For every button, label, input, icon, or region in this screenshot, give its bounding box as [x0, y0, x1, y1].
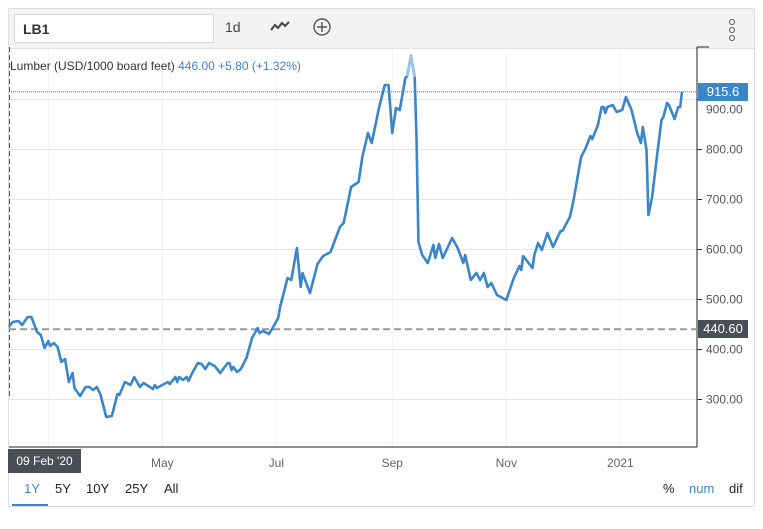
legend-change: +5.80 [218, 59, 249, 73]
mode-percent[interactable]: % [663, 481, 675, 496]
mode-dif[interactable]: dif [729, 481, 743, 496]
x-tick-label: Sep [382, 456, 404, 470]
legend-name: Lumber (USD/1000 board feet) [10, 59, 175, 73]
chart-legend: Lumber (USD/1000 board feet) 446.00 +5.8… [10, 59, 301, 73]
mode-num[interactable]: num [689, 481, 715, 496]
y-tick-label: 700.00 [706, 193, 743, 207]
range-all[interactable]: All [164, 481, 179, 496]
legend-price: 446.00 [178, 59, 215, 73]
chart-widget [8, 8, 755, 507]
range-10y[interactable]: 10Y [86, 481, 110, 496]
y-tick-label: 500.00 [706, 293, 743, 307]
vertical-dots-icon[interactable] [727, 18, 737, 41]
x-tick-label: Nov [496, 456, 517, 470]
price-line [8, 54, 684, 419]
x-tick-label: Jul [269, 456, 284, 470]
range-25y[interactable]: 25Y [125, 481, 149, 496]
range-1y[interactable]: 1Y [24, 481, 40, 496]
active-range-indicator [12, 504, 48, 506]
line-chart-icon[interactable] [270, 18, 290, 37]
plus-circle-icon[interactable] [312, 17, 332, 40]
price-line-peak-highlight [405, 55, 416, 78]
y-tick-label: 800.00 [706, 143, 743, 157]
symbol-input[interactable]: LB1 [14, 14, 214, 43]
y-tick-label: 400.00 [706, 343, 743, 357]
y-tick-label: 900.00 [706, 103, 743, 117]
y-tick-label: 600.00 [706, 243, 743, 257]
x-tick-label: 2021 [607, 456, 634, 470]
x-tick-label: May [151, 456, 174, 470]
last-price-tag: 915.6 [698, 82, 748, 101]
y-tick-label: 300.00 [706, 393, 743, 407]
legend-change-pct: (+1.32%) [251, 59, 301, 73]
interval-selector[interactable]: 1d [225, 19, 241, 35]
chart-toolbar: LB1 1d [9, 9, 754, 49]
cursor-date-label: 09 Feb '20 [8, 449, 81, 473]
range-5y[interactable]: 5Y [55, 481, 71, 496]
reference-price-tag: 440.60 [698, 320, 748, 339]
